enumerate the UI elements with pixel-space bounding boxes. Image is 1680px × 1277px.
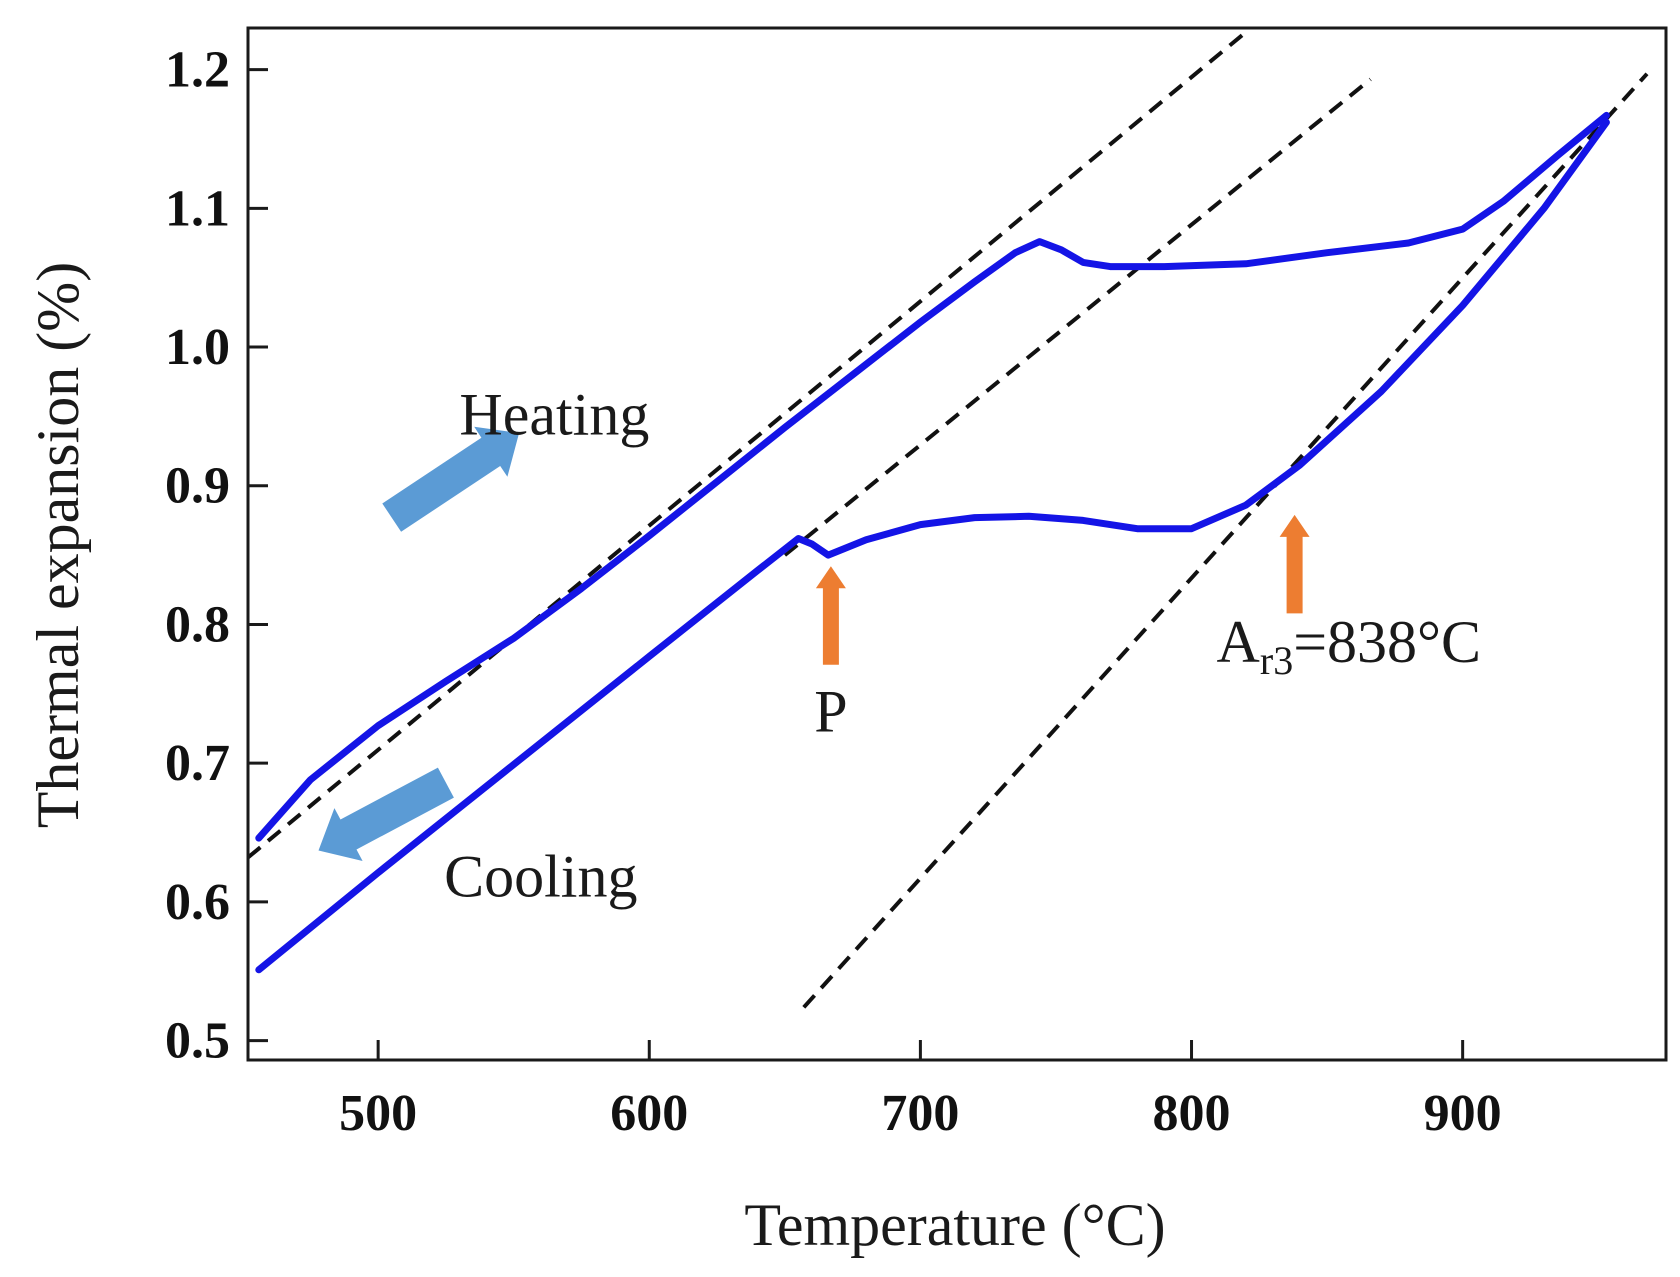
x-tick-label: 900 — [1424, 1085, 1502, 1142]
y-tick-label: 1.1 — [165, 180, 230, 237]
y-tick-label: 0.7 — [165, 735, 230, 792]
x-tick-label: 800 — [1153, 1085, 1231, 1142]
p-label: P — [814, 678, 847, 744]
ar3-arrow — [1279, 514, 1310, 614]
ar3-label: Ar3=838°C — [1217, 609, 1482, 683]
y-tick-label: 1.2 — [165, 42, 230, 99]
cooling-label: Cooling — [444, 843, 637, 909]
axis-ticks: 500 600 700 800 900 0.5 0.6 0.7 0.8 0.9 1.0 1.1 1.2 — [165, 42, 1502, 1142]
ar3-subscript: r3 — [1260, 638, 1293, 683]
y-axis-title: Thermal expansion (%) — [25, 262, 91, 828]
x-tick-label: 600 — [610, 1085, 688, 1142]
y-tick-label: 0.8 — [165, 596, 230, 653]
ar3-main: A — [1217, 609, 1260, 675]
y-tick-label: 0.5 — [165, 1013, 230, 1070]
p-arrow — [815, 566, 846, 665]
tangent-lines — [248, 30, 1649, 1009]
y-tick-label: 0.6 — [165, 874, 230, 931]
x-axis-title: Temperature (°C) — [744, 1192, 1165, 1258]
ar3-value: =838°C — [1293, 609, 1481, 675]
plot-area-frame — [246, 26, 1668, 1062]
x-tick-label: 700 — [881, 1085, 959, 1142]
y-tick-label: 0.9 — [165, 458, 230, 515]
x-tick-label: 500 — [339, 1085, 417, 1142]
tangent-line-1 — [248, 30, 1248, 860]
annotation-arrows — [318, 426, 1310, 861]
tangent-line-2 — [783, 77, 1372, 557]
cooling-arrow — [318, 767, 454, 861]
cooling-curve — [255, 118, 1610, 974]
heating-arrow — [382, 426, 520, 532]
heating-label: Heating — [459, 381, 649, 447]
y-tick-label: 1.0 — [165, 319, 230, 376]
heating-curve — [255, 111, 1610, 842]
data-series — [255, 111, 1610, 974]
tangent-line-3 — [802, 72, 1649, 1009]
